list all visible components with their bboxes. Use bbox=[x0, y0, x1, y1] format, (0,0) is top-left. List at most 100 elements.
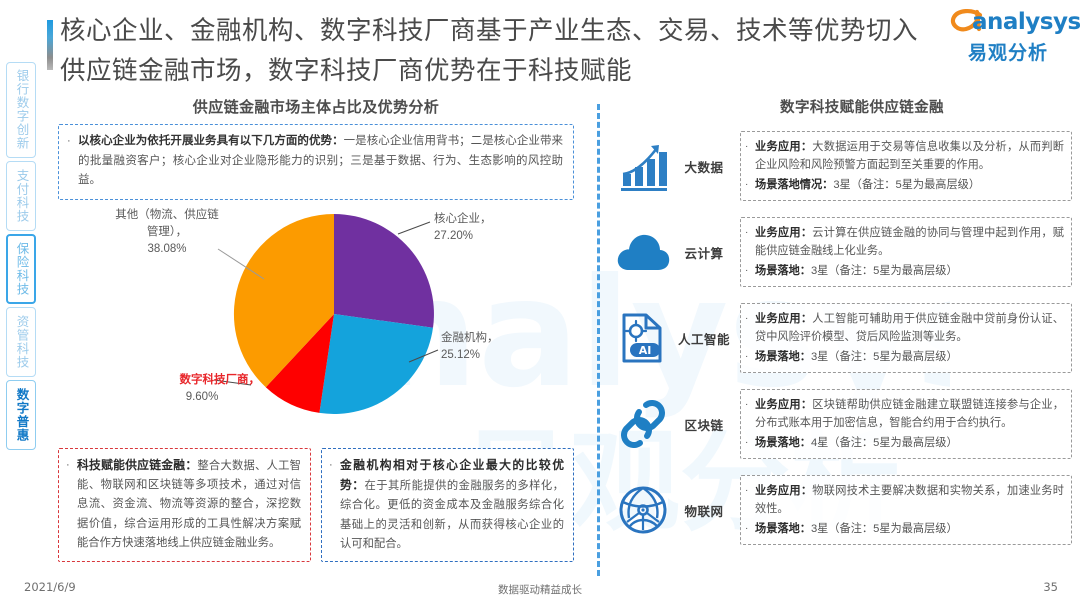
bullet-icon: · bbox=[745, 436, 749, 448]
bar-chart-growth-icon bbox=[612, 135, 674, 197]
tech-application-text: 大数据运用于交易等信息收集以及分析，从而判断企业风险和风险预警方面起到至关重要的… bbox=[755, 140, 1064, 172]
bullet-icon: · bbox=[66, 459, 70, 471]
leader-line-other bbox=[217, 248, 265, 279]
note-red-rest: 整合大数据、人工智能、物联网和区块链等多项技术，通过对信息流、资金流、物流等资源… bbox=[77, 460, 301, 549]
tech-landing: 场景落地：3星（备注：5星为最高层级） bbox=[755, 262, 958, 281]
analysys-logo: analysys 易观分析 bbox=[948, 7, 1080, 65]
sidebar-item-label: 银行数字创新 bbox=[14, 69, 29, 150]
pie-label-core-name: 核心企业， bbox=[434, 212, 492, 225]
tech-landing: 场景落地情况：3星（备注：5星为最高层级） bbox=[755, 176, 980, 195]
tech-landing-label: 场景落地： bbox=[755, 350, 811, 363]
logo-wordmark: analysys bbox=[972, 9, 1080, 35]
chain-link-icon bbox=[612, 393, 674, 455]
pie-slice-financial-institution bbox=[319, 313, 433, 414]
sidebar-item-insurance-tech[interactable]: 保险科技 bbox=[6, 234, 36, 304]
tech-landing-text: 3星（备注：5星为最高层级） bbox=[810, 522, 958, 535]
tech-name: 物联网 bbox=[684, 504, 724, 519]
bullet-icon: · bbox=[745, 226, 749, 238]
tech-application-label: 业务应用： bbox=[755, 226, 813, 239]
tech-landing-label: 场景落地情况： bbox=[755, 178, 834, 191]
pie-label-core-enterprise: 核心企业， 27.20% bbox=[434, 211, 554, 245]
note-red-strong: 科技赋能供应链金融： bbox=[77, 458, 198, 472]
insight-rest: 一是核心企业信用背书；二是核心企业带来的批量融资客户；核心企业对企业隐形能力的识… bbox=[78, 135, 564, 186]
right-panel-title: 数字科技赋能供应链金融 bbox=[780, 100, 944, 116]
tech-application-text: 人工智能可辅助用于供应链金融中贷前身份认证、贷中风险评价模型、贷后风险监测等业务… bbox=[755, 312, 1064, 344]
footer-slogan: 数据驱动精益成长 bbox=[498, 584, 582, 596]
tech-application-text: 物联网技术主要解决数据和实物关系，加速业务时效性。 bbox=[755, 484, 1064, 516]
sidebar-item-label: 支付科技 bbox=[14, 168, 29, 223]
globe-network-icon bbox=[612, 479, 674, 541]
sidebar-item-label: 数字普惠 bbox=[14, 387, 29, 442]
pie-label-tech-pct: 9.60% bbox=[185, 390, 219, 403]
sidebar-item-digital-inclusive-finance[interactable]: 数字普惠 bbox=[6, 380, 36, 450]
pie-label-other: 其他（物流、供应链管理）， 38.08% bbox=[112, 207, 222, 258]
bullet-icon: · bbox=[745, 264, 749, 276]
insight-text: 以核心企业为依托开展业务具有以下几方面的优势：一是核心企业信用背书；二是核心企业… bbox=[78, 132, 563, 191]
footer-page-number: 35 bbox=[1043, 580, 1058, 594]
tech-name: 云计算 bbox=[684, 246, 724, 261]
leader-line-tech bbox=[213, 379, 252, 385]
pie-slice-digital-tech-vendor bbox=[265, 313, 334, 413]
tech-application-label: 业务应用： bbox=[755, 312, 813, 325]
pie-label-other-pct: 38.08% bbox=[147, 242, 187, 255]
sidebar-item-asset-management-tech[interactable]: 资管科技 bbox=[6, 307, 36, 377]
page-header: 核心企业、金融机构、数字科技厂商基于产业生态、交易、技术等优势切入供应链金融市场… bbox=[0, 0, 1080, 92]
note-box-financial-advantage: · 金融机构相对于核心企业最大的比较优势：在于其所能提供的金融服务的多样化，综合… bbox=[321, 448, 574, 563]
bullet-icon: · bbox=[67, 135, 71, 147]
page-footer: 2021/6/9 数据驱动精益成长 35 bbox=[0, 580, 1080, 602]
bullet-icon: · bbox=[745, 312, 749, 324]
bullet-icon: · bbox=[745, 484, 749, 496]
note-blue-rest: 在于其所能提供的金融服务的多样化，综合化。更低的资金成本及金融服务综合化基础上的… bbox=[340, 480, 564, 550]
logo-swoosh-icon bbox=[950, 9, 983, 32]
title-accent-bar bbox=[47, 20, 53, 70]
sidebar-item-bank-digital-innovation[interactable]: 银行数字创新 bbox=[6, 62, 36, 158]
svg-text:AI: AI bbox=[639, 344, 652, 357]
bullet-icon: · bbox=[745, 350, 749, 362]
bottom-note-boxes: · 科技赋能供应链金融：整合大数据、人工智能、物联网和区块链等多项技术，通过对信… bbox=[58, 448, 574, 563]
tech-row: AI 人工智能 · 业务应用：人工智能可辅助用于供应链金融中贷前身份认证、贷中风… bbox=[612, 295, 1072, 381]
pie-label-core-pct: 27.20% bbox=[434, 229, 474, 242]
tech-application: 业务应用：大数据运用于交易等信息收集以及分析，从而判断企业风险和风险预警方面起到… bbox=[755, 138, 1064, 175]
insight-callout-box: · 以核心企业为依托开展业务具有以下几方面的优势：一是核心企业信用背书；二是核心… bbox=[58, 124, 574, 200]
note-red-text: 科技赋能供应链金融：整合大数据、人工智能、物联网和区块链等多项技术，通过对信息流… bbox=[77, 456, 301, 553]
pie-label-financial-name: 金融机构， bbox=[441, 331, 499, 344]
panel-divider bbox=[597, 104, 600, 576]
page-title: 核心企业、金融机构、数字科技厂商基于产业生态、交易、技术等优势切入供应链金融市场… bbox=[60, 17, 919, 85]
sidebar-item-label: 保险科技 bbox=[14, 241, 29, 296]
tech-application-text: 云计算在供应链金融的协同与管理中起到作用，赋能供应链金融线上化业务。 bbox=[755, 226, 1064, 258]
leader-line-financial bbox=[408, 349, 439, 362]
logo-chinese: 易观分析 bbox=[967, 43, 1048, 64]
tech-landing-text: 3星（备注：5星为最高层级） bbox=[833, 178, 981, 191]
sidebar-item-label: 资管科技 bbox=[14, 314, 29, 369]
tech-landing-label: 场景落地： bbox=[755, 436, 811, 449]
tech-landing-text: 3星（备注：5星为最高层级） bbox=[810, 350, 958, 363]
pie-label-digital-tech: 数字科技厂商， 9.60% bbox=[132, 372, 261, 406]
bullet-icon: · bbox=[329, 459, 333, 471]
tech-detail-box: · 业务应用：大数据运用于交易等信息收集以及分析，从而判断企业风险和风险预警方面… bbox=[740, 130, 1072, 202]
tech-landing-label: 场景落地： bbox=[755, 522, 811, 535]
sidebar-item-payment-tech[interactable]: 支付科技 bbox=[6, 161, 36, 231]
bullet-icon: · bbox=[745, 140, 749, 152]
tech-landing: 场景落地：3星（备注：5星为最高层级） bbox=[755, 520, 958, 539]
tech-application: 业务应用：物联网技术主要解决数据和实物关系，加速业务时效性。 bbox=[755, 482, 1064, 519]
tech-row: 区块链 · 业务应用：区块链帮助供应链金融建立联盟链连接参与企业，分布式账本用于… bbox=[612, 381, 1072, 467]
right-panel: 数字科技赋能供应链金融 大数据 · 业务应用：大数据运用于交易等信息收集以及分析… bbox=[612, 96, 1072, 553]
pie-label-tech-name: 数字科技厂商， bbox=[179, 373, 261, 386]
tech-application: 业务应用：云计算在供应链金融的协同与管理中起到作用，赋能供应链金融线上化业务。 bbox=[755, 224, 1064, 261]
tech-application-label: 业务应用： bbox=[755, 398, 813, 411]
pie-label-other-name: 其他（物流、供应链管理）， bbox=[115, 208, 219, 238]
tech-row: 大数据 · 业务应用：大数据运用于交易等信息收集以及分析，从而判断企业风险和风险… bbox=[612, 123, 1072, 209]
tech-detail-box: · 业务应用：云计算在供应链金融的协同与管理中起到作用，赋能供应链金融线上化业务… bbox=[740, 216, 1072, 288]
tech-detail-box: · 业务应用：区块链帮助供应链金融建立联盟链连接参与企业，分布式账本用于加密信息… bbox=[740, 388, 1072, 460]
bullet-icon: · bbox=[745, 398, 749, 410]
sidebar-tabs[interactable]: 银行数字创新 支付科技 保险科技 资管科技 数字普惠 bbox=[6, 62, 40, 453]
cloud-icon bbox=[612, 221, 674, 283]
tech-landing-text: 4星（备注：5星为最高层级） bbox=[810, 436, 958, 449]
tech-landing: 场景落地：4星（备注：5星为最高层级） bbox=[755, 434, 958, 453]
tech-application-text: 区块链帮助供应链金融建立联盟链连接参与企业，分布式账本用于加密信息，智能合约用于… bbox=[755, 398, 1064, 430]
note-blue-text: 金融机构相对于核心企业最大的比较优势：在于其所能提供的金融服务的多样化，综合化。… bbox=[340, 456, 564, 554]
tech-row: 物联网 · 业务应用：物联网技术主要解决数据和实物关系，加速业务时效性。 · 场… bbox=[612, 467, 1072, 553]
pie-label-financial-pct: 25.12% bbox=[441, 348, 481, 361]
tech-detail-box: · 业务应用：物联网技术主要解决数据和实物关系，加速业务时效性。 · 场景落地：… bbox=[740, 474, 1072, 546]
tech-application: 业务应用：区块链帮助供应链金融建立联盟链连接参与企业，分布式账本用于加密信息，智… bbox=[755, 396, 1064, 433]
